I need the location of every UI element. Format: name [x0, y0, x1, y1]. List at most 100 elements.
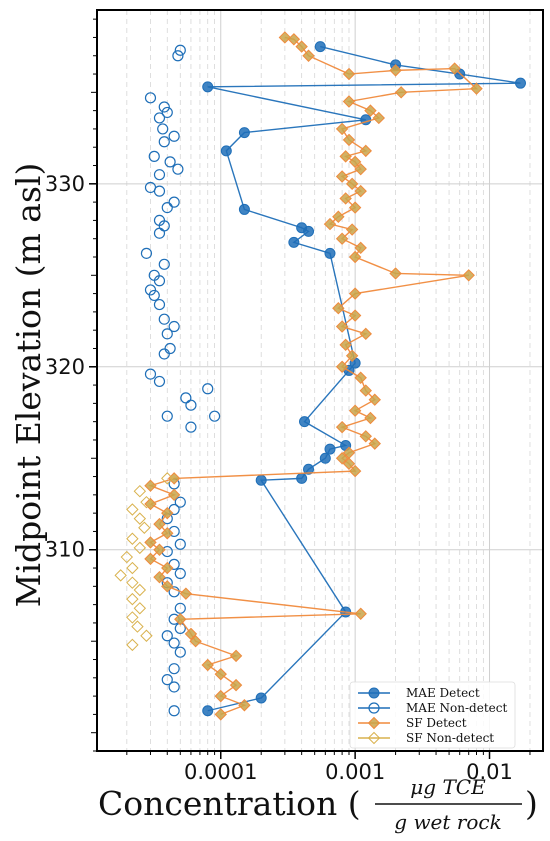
data-point [153, 112, 166, 124]
data-point [126, 592, 139, 606]
data-point [359, 384, 372, 397]
data-point [158, 101, 170, 113]
data-point [339, 338, 352, 352]
data-point [229, 649, 243, 663]
data-point [126, 532, 139, 545]
data-point [114, 569, 127, 582]
data-point [138, 521, 151, 534]
y-tick-label: 310 [45, 538, 85, 562]
data-point [345, 177, 359, 191]
data-point [161, 674, 173, 686]
data-point [202, 705, 214, 717]
data-point [345, 223, 359, 236]
data-point [238, 699, 251, 712]
data-point [324, 247, 336, 259]
data-point [323, 217, 337, 231]
data-point [158, 136, 170, 148]
data-point [168, 130, 180, 142]
series-layer [114, 31, 526, 721]
data-point [174, 538, 186, 550]
data-point [153, 169, 166, 181]
data-point [133, 583, 147, 597]
data-point [168, 320, 180, 333]
series-line [148, 36, 479, 716]
data-point [238, 127, 250, 139]
data-point [126, 611, 139, 624]
data-point [148, 150, 160, 162]
data-point [359, 144, 372, 158]
data-point [144, 368, 157, 380]
data-point [335, 122, 349, 136]
data-point [255, 474, 267, 486]
data-point [314, 41, 326, 53]
data-point [348, 201, 362, 214]
data-point [168, 663, 180, 675]
data-point [302, 49, 315, 62]
data-point [332, 210, 345, 223]
data-point [389, 64, 402, 77]
series-sf-detect [144, 31, 483, 721]
data-point [180, 392, 192, 404]
data-point [335, 232, 349, 245]
data-point [168, 586, 180, 598]
data-point [220, 145, 232, 157]
data-point [208, 410, 221, 422]
data-point [174, 613, 187, 626]
data-point [303, 225, 315, 237]
data-point [348, 464, 362, 478]
data-point [342, 67, 356, 81]
x-axis-label-numerator: μg TCE [410, 775, 486, 799]
minor-grid [126, 10, 531, 751]
data-point [161, 106, 173, 119]
data-point [172, 163, 184, 175]
x-axis-label-denominator: g wet rock [394, 810, 501, 834]
data-point [133, 602, 147, 615]
data-point [158, 313, 170, 325]
data-point [179, 587, 193, 600]
series-mae-detect [202, 41, 526, 717]
legend-marker [367, 731, 381, 745]
legend-label: MAE Detect [406, 686, 480, 700]
legend-marker [368, 687, 380, 699]
data-point [335, 170, 349, 183]
data-point [354, 241, 367, 255]
x-axis-label: Concentration ( μg TCE g wet rock ) [98, 775, 538, 834]
data-point [448, 62, 461, 75]
data-point [167, 472, 181, 485]
data-point [202, 383, 214, 395]
data-point [161, 410, 173, 422]
data-point [348, 250, 362, 264]
data-point [161, 506, 174, 520]
data-point [364, 411, 377, 425]
data-point [126, 576, 139, 589]
data-point [339, 192, 352, 205]
data-point [153, 517, 166, 531]
x-tick-label: 0.001 [325, 760, 385, 784]
data-point [339, 150, 352, 163]
data-point [354, 162, 367, 176]
data-point [345, 349, 359, 363]
data-point [342, 95, 356, 108]
data-point [354, 371, 367, 384]
data-point [514, 77, 526, 89]
data-point [168, 196, 180, 208]
data-point [168, 637, 180, 649]
axis-ticks: 0.0001 0.001 0.01 310 320 330 [45, 18, 531, 784]
data-point [238, 203, 250, 215]
legend-label: SF Non-detect [406, 731, 494, 745]
legend-label: MAE Non-detect [406, 701, 507, 715]
data-point [172, 50, 184, 62]
data-point [189, 635, 202, 648]
data-point [342, 457, 356, 470]
data-point [126, 503, 139, 516]
data-point [287, 33, 301, 46]
data-point [214, 689, 227, 703]
plot-frame [96, 9, 544, 752]
data-point [174, 496, 186, 508]
data-point [295, 40, 308, 53]
data-point [144, 284, 157, 296]
data-point [153, 570, 166, 584]
data-point [126, 561, 139, 575]
data-point [161, 202, 173, 214]
data-point [140, 629, 153, 642]
